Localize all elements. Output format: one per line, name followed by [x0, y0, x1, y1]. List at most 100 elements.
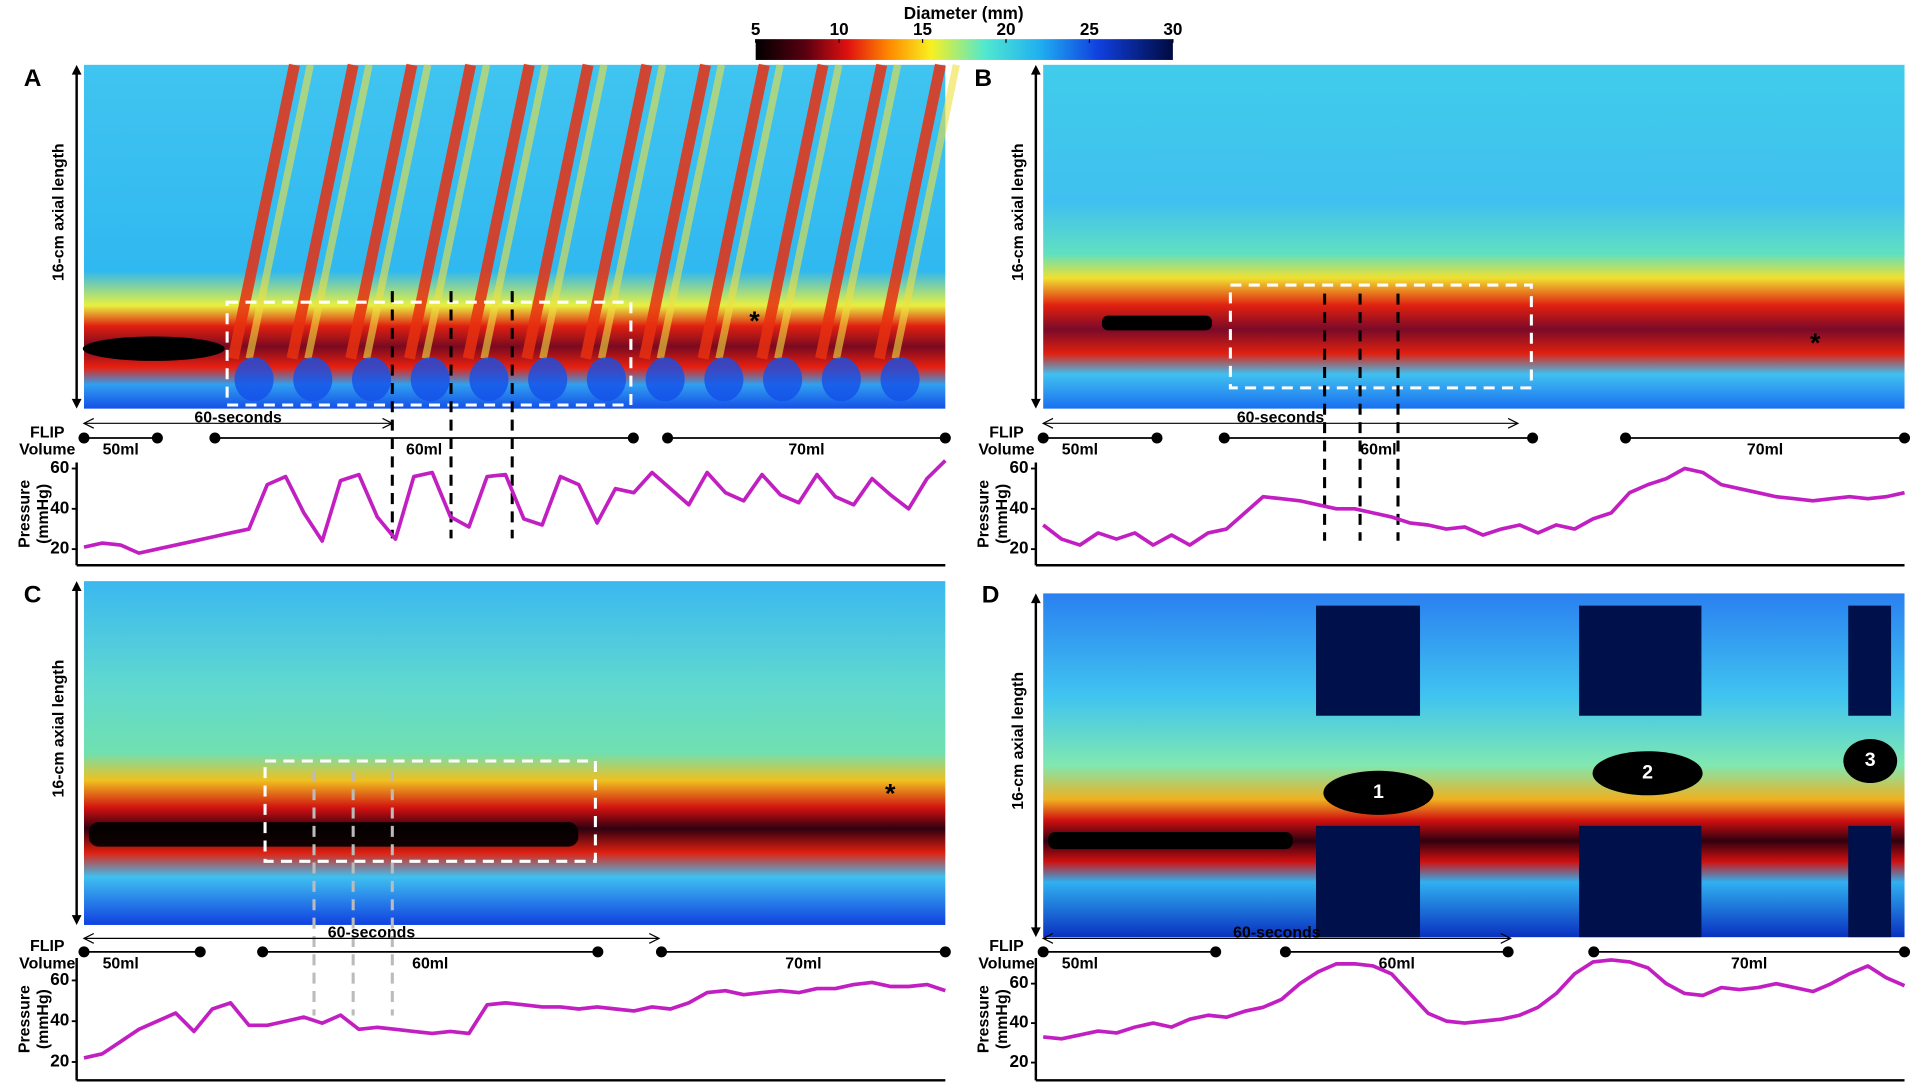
heatmap-dilation: [1316, 605, 1421, 716]
volume-dot: [1527, 432, 1539, 444]
heatmap-dilation: [1848, 825, 1892, 938]
y-tick-label: 20: [50, 539, 69, 558]
volume-value: 60ml: [406, 441, 442, 458]
y-tick-label: 20: [50, 1051, 69, 1070]
y-tick-label: 40: [50, 498, 69, 517]
volume-label: FLIP: [30, 424, 65, 441]
volume-dot: [662, 432, 674, 444]
y-axis-label: (mmHg): [35, 484, 52, 544]
heatmap-blob: [821, 357, 861, 402]
heatmap-axis-label: 16-cm axial length: [1010, 672, 1027, 810]
volume-label: FLIP: [989, 424, 1024, 441]
heatmap-stripe: [539, 64, 608, 360]
arrow-head: [82, 932, 661, 944]
heatmap-core: [82, 336, 225, 361]
heatmap-stripe: [774, 64, 843, 360]
panel-label: D: [982, 581, 1000, 608]
y-tick-label: 40: [50, 1011, 69, 1030]
pressure-line: [1042, 466, 1905, 547]
y-axis-label: Pressure: [976, 480, 993, 548]
heatmap-core: [1592, 751, 1703, 796]
duration-label: 60-seconds: [1233, 925, 1321, 942]
heatmap-core: [88, 822, 579, 847]
volume-dot: [78, 946, 90, 958]
volume-value: 50ml: [103, 955, 139, 972]
heatmap-stripe: [480, 64, 549, 360]
heatmap-axis-label: 16-cm axial length: [51, 660, 68, 798]
volume-dot: [1210, 946, 1222, 958]
volume-label: FLIP: [989, 938, 1024, 955]
volume-dot: [1279, 946, 1291, 958]
heatmap-stripe: [421, 64, 491, 360]
marker: *: [749, 306, 760, 336]
heatmap-stripe: [638, 63, 711, 360]
event-label: 2: [1642, 761, 1653, 783]
volume-value: 50ml: [103, 441, 139, 458]
heatmap-dilation: [1848, 605, 1892, 716]
heatmap-blob: [351, 357, 392, 402]
heatmap-stripe: [304, 64, 373, 360]
volume-label: Volume: [978, 955, 1034, 972]
heatmap-blob: [586, 357, 626, 402]
heatmap-stripe: [873, 63, 946, 360]
event-label: 3: [1865, 749, 1876, 771]
y-tick-label: 60: [50, 970, 69, 989]
y-axis-label: Pressure: [16, 985, 33, 1053]
heatmap-blob: [528, 357, 568, 402]
volume-dot: [257, 946, 269, 958]
y-axis-label: (mmHg): [994, 989, 1011, 1049]
colorbar-tick-label: 10: [830, 20, 849, 39]
colorbar-tick-label: 20: [996, 20, 1015, 39]
volume-value: 70ml: [788, 441, 824, 458]
volume-dot: [1037, 432, 1049, 444]
volume-dot: [1899, 432, 1911, 444]
arrow-head: [82, 417, 394, 429]
volume-dot: [194, 946, 206, 958]
volume-dot: [939, 432, 951, 444]
selection-box: [225, 300, 633, 407]
volume-value: 60ml: [1379, 955, 1415, 972]
heatmap-core: [1323, 770, 1434, 815]
heatmap-blob: [469, 357, 509, 402]
volume-label: Volume: [19, 441, 75, 458]
heatmap-stripe: [815, 63, 888, 360]
volume-dot: [1037, 946, 1049, 958]
heatmap-axis-label: 16-cm axial length: [51, 143, 68, 281]
volume-value: 70ml: [785, 955, 821, 972]
volume-dot: [1620, 432, 1632, 444]
heatmap-blob: [880, 357, 920, 402]
volume-label: Volume: [978, 441, 1034, 458]
heatmap-stripe: [404, 63, 476, 360]
heatmap-axis-label: 16-cm axial length: [1010, 143, 1027, 281]
duration-label: 60-seconds: [194, 410, 282, 427]
heatmap-stripe: [715, 64, 784, 360]
y-axis-label: Pressure: [16, 480, 33, 548]
heatmap-stripe: [697, 63, 770, 360]
heatmap-stripe: [286, 63, 359, 360]
marker: *: [1810, 328, 1821, 358]
heatmap-stripe: [580, 63, 653, 360]
y-axis-label: Pressure: [976, 985, 993, 1053]
volume-dot: [1218, 432, 1230, 444]
volume-value: 60ml: [412, 955, 448, 972]
heatmap-blob: [704, 357, 744, 402]
volume-dot: [1151, 432, 1163, 444]
heatmap-stripe: [345, 63, 418, 360]
arrow-head: [1041, 417, 1520, 429]
y-axis-label: (mmHg): [35, 989, 52, 1049]
volume-dot: [78, 432, 90, 444]
colorbar-title: Diameter (mm): [904, 4, 1024, 23]
volume-label: FLIP: [30, 938, 65, 955]
heatmap-blob: [234, 357, 274, 402]
y-tick-label: 20: [1009, 539, 1028, 558]
heatmap-stripe: [656, 64, 726, 360]
marker: *: [885, 778, 896, 808]
volume-dot: [939, 946, 951, 958]
volume-value: 50ml: [1062, 955, 1098, 972]
y-axis-label: (mmHg): [994, 484, 1011, 544]
heatmap-blob: [645, 357, 685, 402]
